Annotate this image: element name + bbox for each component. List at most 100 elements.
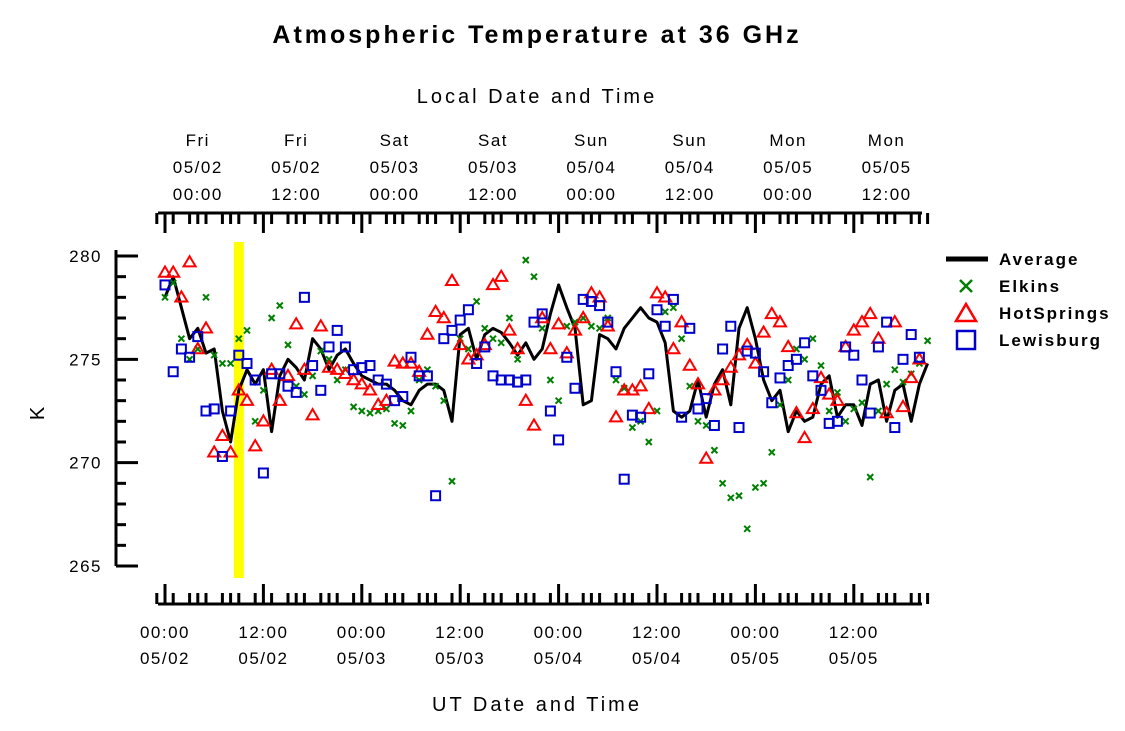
hotsprings-point bbox=[665, 341, 682, 355]
hotsprings-point bbox=[854, 314, 870, 328]
lewisburg-point bbox=[249, 374, 261, 386]
hotsprings-point bbox=[739, 336, 755, 351]
hotsprings-point bbox=[706, 382, 723, 396]
elkins-point bbox=[243, 326, 251, 335]
bottom-tick-label-time: 12:00 bbox=[238, 623, 288, 642]
top-tick-label-day: Sat bbox=[478, 131, 508, 150]
hotsprings-point bbox=[452, 336, 468, 351]
hotsprings-point bbox=[329, 361, 345, 375]
bottom-tick-label-date: 05/03 bbox=[337, 649, 387, 668]
elkins-point bbox=[817, 361, 825, 370]
elkins-point bbox=[497, 339, 505, 347]
hotsprings-point bbox=[780, 338, 796, 353]
elkins-point bbox=[784, 376, 792, 384]
elkins-point bbox=[481, 324, 489, 333]
elkins-point bbox=[800, 355, 809, 364]
y-tick-label: 275 bbox=[69, 350, 102, 369]
bottom-tick-label-time: 00:00 bbox=[534, 623, 584, 642]
lewisburg-point bbox=[602, 316, 614, 328]
bottom-tick-label-date: 05/02 bbox=[238, 649, 288, 668]
lewisburg-point bbox=[684, 322, 696, 334]
lewisburg-point bbox=[856, 374, 868, 386]
top-tick-label-day: Fri bbox=[186, 131, 210, 150]
lewisburg-point bbox=[520, 374, 532, 386]
elkins-point bbox=[882, 380, 891, 388]
hotsprings-point bbox=[427, 303, 444, 317]
elkins-point bbox=[300, 390, 309, 399]
hotsprings-point bbox=[600, 318, 616, 332]
hotsprings-point bbox=[567, 322, 583, 336]
lewisburg-point bbox=[307, 360, 319, 372]
elkins-point bbox=[768, 448, 776, 457]
lewisburg-point bbox=[380, 378, 392, 390]
lewisburg-point bbox=[274, 368, 286, 380]
lewisburg-point bbox=[733, 422, 745, 434]
lewisburg-point bbox=[889, 422, 901, 434]
top-tick-label-day: Sat bbox=[380, 131, 410, 150]
lewisburg-point bbox=[815, 384, 827, 396]
hotsprings-point bbox=[911, 351, 928, 365]
hotsprings-point bbox=[477, 336, 493, 351]
elkins-point bbox=[612, 376, 620, 384]
hotsprings-point bbox=[173, 289, 190, 303]
elkins-point bbox=[390, 419, 399, 428]
hotsprings-point bbox=[526, 417, 542, 431]
elkins-point bbox=[874, 407, 883, 415]
top-axis-title: Local Date and Time bbox=[417, 86, 657, 108]
legend-item-elkins: Elkins bbox=[959, 277, 1059, 296]
top-tick-label-time: 00:00 bbox=[173, 185, 223, 204]
top-tick-label-time: 12:00 bbox=[468, 185, 518, 204]
legend-item-average: Average bbox=[946, 250, 1077, 269]
legend-x-icon bbox=[959, 279, 973, 293]
top-tick-label-day: Fri bbox=[284, 131, 308, 150]
elkins-point bbox=[661, 308, 669, 316]
lewisburg-point bbox=[298, 291, 310, 303]
elkins-point bbox=[226, 359, 235, 368]
hotsprings-point bbox=[690, 376, 706, 390]
top-tick-label-time: 12:00 bbox=[862, 185, 912, 204]
hotsprings-point bbox=[649, 285, 665, 299]
hotsprings-point bbox=[846, 322, 862, 336]
elkins-point bbox=[554, 396, 563, 405]
y-tick-label: 270 bbox=[69, 454, 102, 473]
lewisburg-point bbox=[282, 380, 294, 392]
top-tick-label-date: 05/03 bbox=[370, 158, 420, 177]
lewisburg-point bbox=[594, 300, 606, 312]
hotsprings-point bbox=[436, 310, 452, 324]
hotsprings-point bbox=[632, 378, 649, 392]
elkins-point bbox=[177, 334, 186, 343]
lewisburg-point bbox=[569, 382, 581, 394]
hotsprings-point bbox=[673, 314, 690, 328]
hotsprings-point bbox=[903, 369, 919, 384]
lewisburg-point bbox=[692, 403, 704, 415]
elkins-point bbox=[850, 405, 858, 413]
hotsprings-point bbox=[747, 355, 764, 369]
legend-item-hotsprings: HotSprings bbox=[953, 301, 1109, 323]
hotsprings-point bbox=[764, 305, 780, 320]
hotsprings-point bbox=[321, 359, 337, 373]
lewisburg-point bbox=[717, 343, 729, 355]
hotsprings-point bbox=[608, 409, 624, 423]
series-average bbox=[163, 275, 929, 444]
elkins-point bbox=[628, 423, 637, 432]
lewisburg-point bbox=[397, 391, 409, 403]
lewisburg-point bbox=[708, 419, 720, 431]
top-tick-label-date: 05/03 bbox=[468, 158, 518, 177]
elkins-point bbox=[161, 293, 169, 302]
elkins-point bbox=[218, 359, 227, 368]
elkins-point bbox=[702, 421, 710, 430]
bottom-tick-label-date: 05/04 bbox=[632, 649, 682, 668]
lewisburg-point bbox=[257, 467, 269, 479]
elkins-point bbox=[841, 417, 850, 426]
hotsprings-point bbox=[542, 341, 559, 355]
elkins-point bbox=[366, 409, 374, 417]
hotsprings-point bbox=[788, 405, 805, 419]
lewisburg-point bbox=[536, 308, 548, 320]
bottom-tick-label-date: 05/05 bbox=[829, 649, 879, 668]
series-lewisburg bbox=[159, 279, 925, 502]
lewisburg-point bbox=[807, 370, 819, 382]
top-tick-label-date: 05/04 bbox=[665, 158, 715, 177]
elkins-point bbox=[858, 399, 866, 407]
hotsprings-point bbox=[878, 405, 895, 419]
lewisburg-point bbox=[159, 279, 171, 291]
